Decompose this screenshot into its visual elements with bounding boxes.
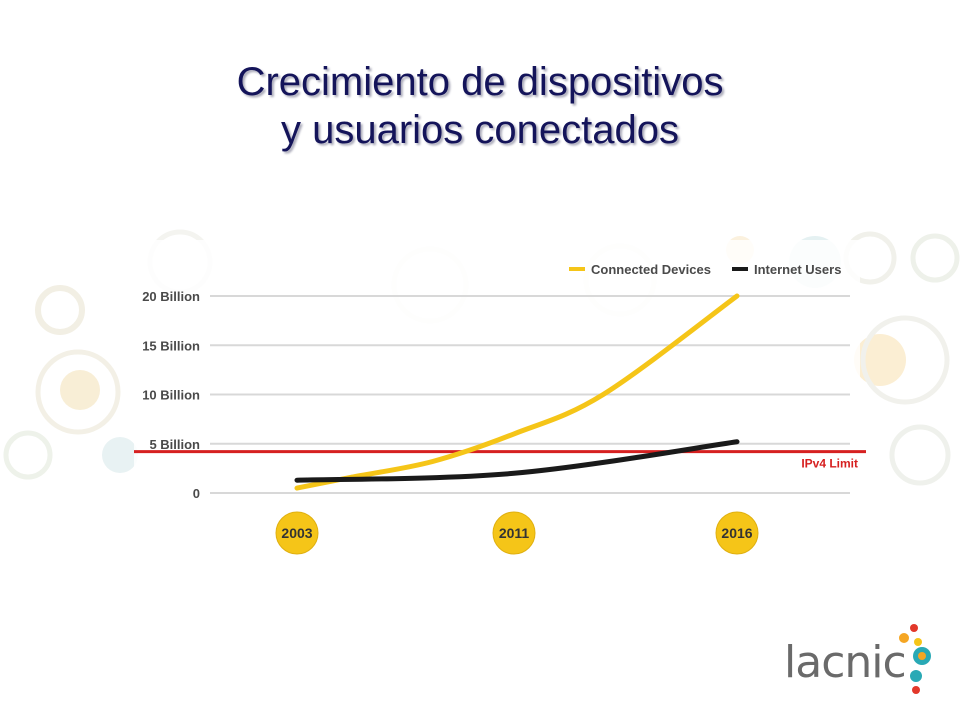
series-line-internet-users: [294, 439, 740, 483]
y-tick-label: 0: [193, 486, 200, 501]
x-tick-label: 2016: [721, 525, 752, 541]
y-tick-label: 15 Billion: [142, 338, 200, 353]
year-badge: [715, 511, 759, 555]
lacnic-logo-text: lacnic: [784, 637, 907, 688]
year-badge: [275, 511, 319, 555]
ipv4-limit-label: IPv4 Limit: [801, 457, 858, 471]
x-tick-label: 2011: [499, 525, 530, 541]
y-tick-label: 20 Billion: [142, 289, 200, 304]
slide-title-line1: Crecimiento de dispositivos: [236, 60, 724, 104]
x-tick-label: 2003: [281, 525, 312, 541]
y-tick-label: 5 Billion: [149, 437, 200, 452]
slide-title: Crecimiento de dispositivos y usuarios c…: [0, 58, 960, 154]
y-tick-label: 10 Billion: [142, 388, 200, 403]
lacnic-logo-dots: [899, 624, 931, 694]
legend-label: Internet Users: [754, 262, 841, 277]
year-badge: [492, 511, 536, 555]
legend-label: Connected Devices: [591, 262, 711, 277]
slide-title-line2: y usuarios conectados: [280, 108, 679, 152]
lacnic-logo: lacnic: [780, 618, 950, 708]
